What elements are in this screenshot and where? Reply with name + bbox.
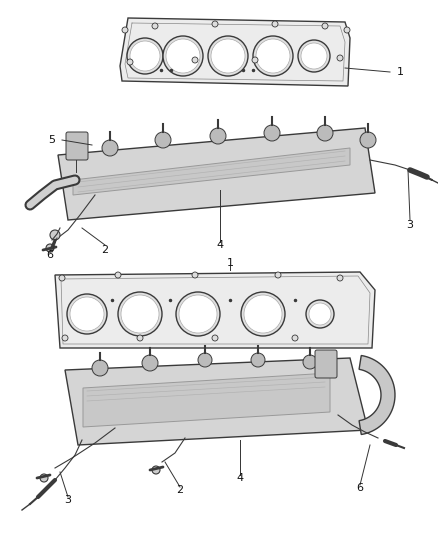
Circle shape — [275, 272, 281, 278]
Circle shape — [192, 272, 198, 278]
Text: 5: 5 — [49, 135, 56, 145]
Circle shape — [292, 335, 298, 341]
Circle shape — [251, 353, 265, 367]
Circle shape — [317, 125, 333, 141]
Circle shape — [70, 297, 104, 331]
Text: 4: 4 — [237, 473, 244, 483]
Circle shape — [198, 353, 212, 367]
Circle shape — [118, 292, 162, 336]
Text: 3: 3 — [406, 220, 413, 230]
Text: 6: 6 — [46, 250, 53, 260]
Circle shape — [306, 300, 334, 328]
Text: 2: 2 — [102, 245, 109, 255]
Circle shape — [264, 125, 280, 141]
Circle shape — [179, 295, 217, 333]
Circle shape — [298, 40, 330, 72]
Circle shape — [127, 38, 163, 74]
Circle shape — [256, 39, 290, 73]
Circle shape — [337, 275, 343, 281]
Circle shape — [252, 57, 258, 63]
Circle shape — [211, 39, 245, 73]
Circle shape — [155, 132, 171, 148]
Circle shape — [241, 292, 285, 336]
Polygon shape — [55, 272, 375, 348]
Circle shape — [272, 21, 278, 27]
Circle shape — [115, 272, 121, 278]
FancyBboxPatch shape — [66, 132, 88, 160]
Circle shape — [59, 275, 65, 281]
Text: 1: 1 — [226, 258, 233, 268]
Circle shape — [127, 59, 133, 65]
Circle shape — [130, 41, 160, 71]
Circle shape — [253, 36, 293, 76]
Circle shape — [137, 335, 143, 341]
Circle shape — [102, 140, 118, 156]
Circle shape — [166, 39, 200, 73]
Text: 6: 6 — [357, 483, 364, 493]
Circle shape — [360, 132, 376, 148]
Circle shape — [46, 244, 54, 252]
Circle shape — [92, 360, 108, 376]
Polygon shape — [58, 128, 375, 220]
Polygon shape — [120, 18, 350, 86]
Text: 4: 4 — [216, 240, 223, 250]
Circle shape — [192, 57, 198, 63]
Circle shape — [210, 128, 226, 144]
Circle shape — [122, 27, 128, 33]
Circle shape — [212, 21, 218, 27]
Circle shape — [67, 294, 107, 334]
Text: 1: 1 — [396, 67, 403, 77]
Circle shape — [50, 230, 60, 240]
Circle shape — [62, 335, 68, 341]
Polygon shape — [65, 358, 368, 445]
Circle shape — [163, 36, 203, 76]
Circle shape — [301, 43, 327, 69]
Circle shape — [152, 23, 158, 29]
Circle shape — [176, 292, 220, 336]
FancyBboxPatch shape — [315, 350, 337, 378]
Polygon shape — [83, 373, 330, 427]
Circle shape — [337, 55, 343, 61]
Circle shape — [212, 335, 218, 341]
Circle shape — [142, 355, 158, 371]
Polygon shape — [73, 148, 350, 195]
Circle shape — [40, 474, 48, 482]
Polygon shape — [359, 356, 395, 434]
Circle shape — [344, 27, 350, 33]
Circle shape — [309, 303, 331, 325]
Circle shape — [121, 295, 159, 333]
Circle shape — [244, 295, 282, 333]
Text: 3: 3 — [64, 495, 71, 505]
Text: 2: 2 — [177, 485, 184, 495]
Circle shape — [322, 23, 328, 29]
Circle shape — [208, 36, 248, 76]
Circle shape — [303, 355, 317, 369]
Circle shape — [152, 466, 160, 474]
